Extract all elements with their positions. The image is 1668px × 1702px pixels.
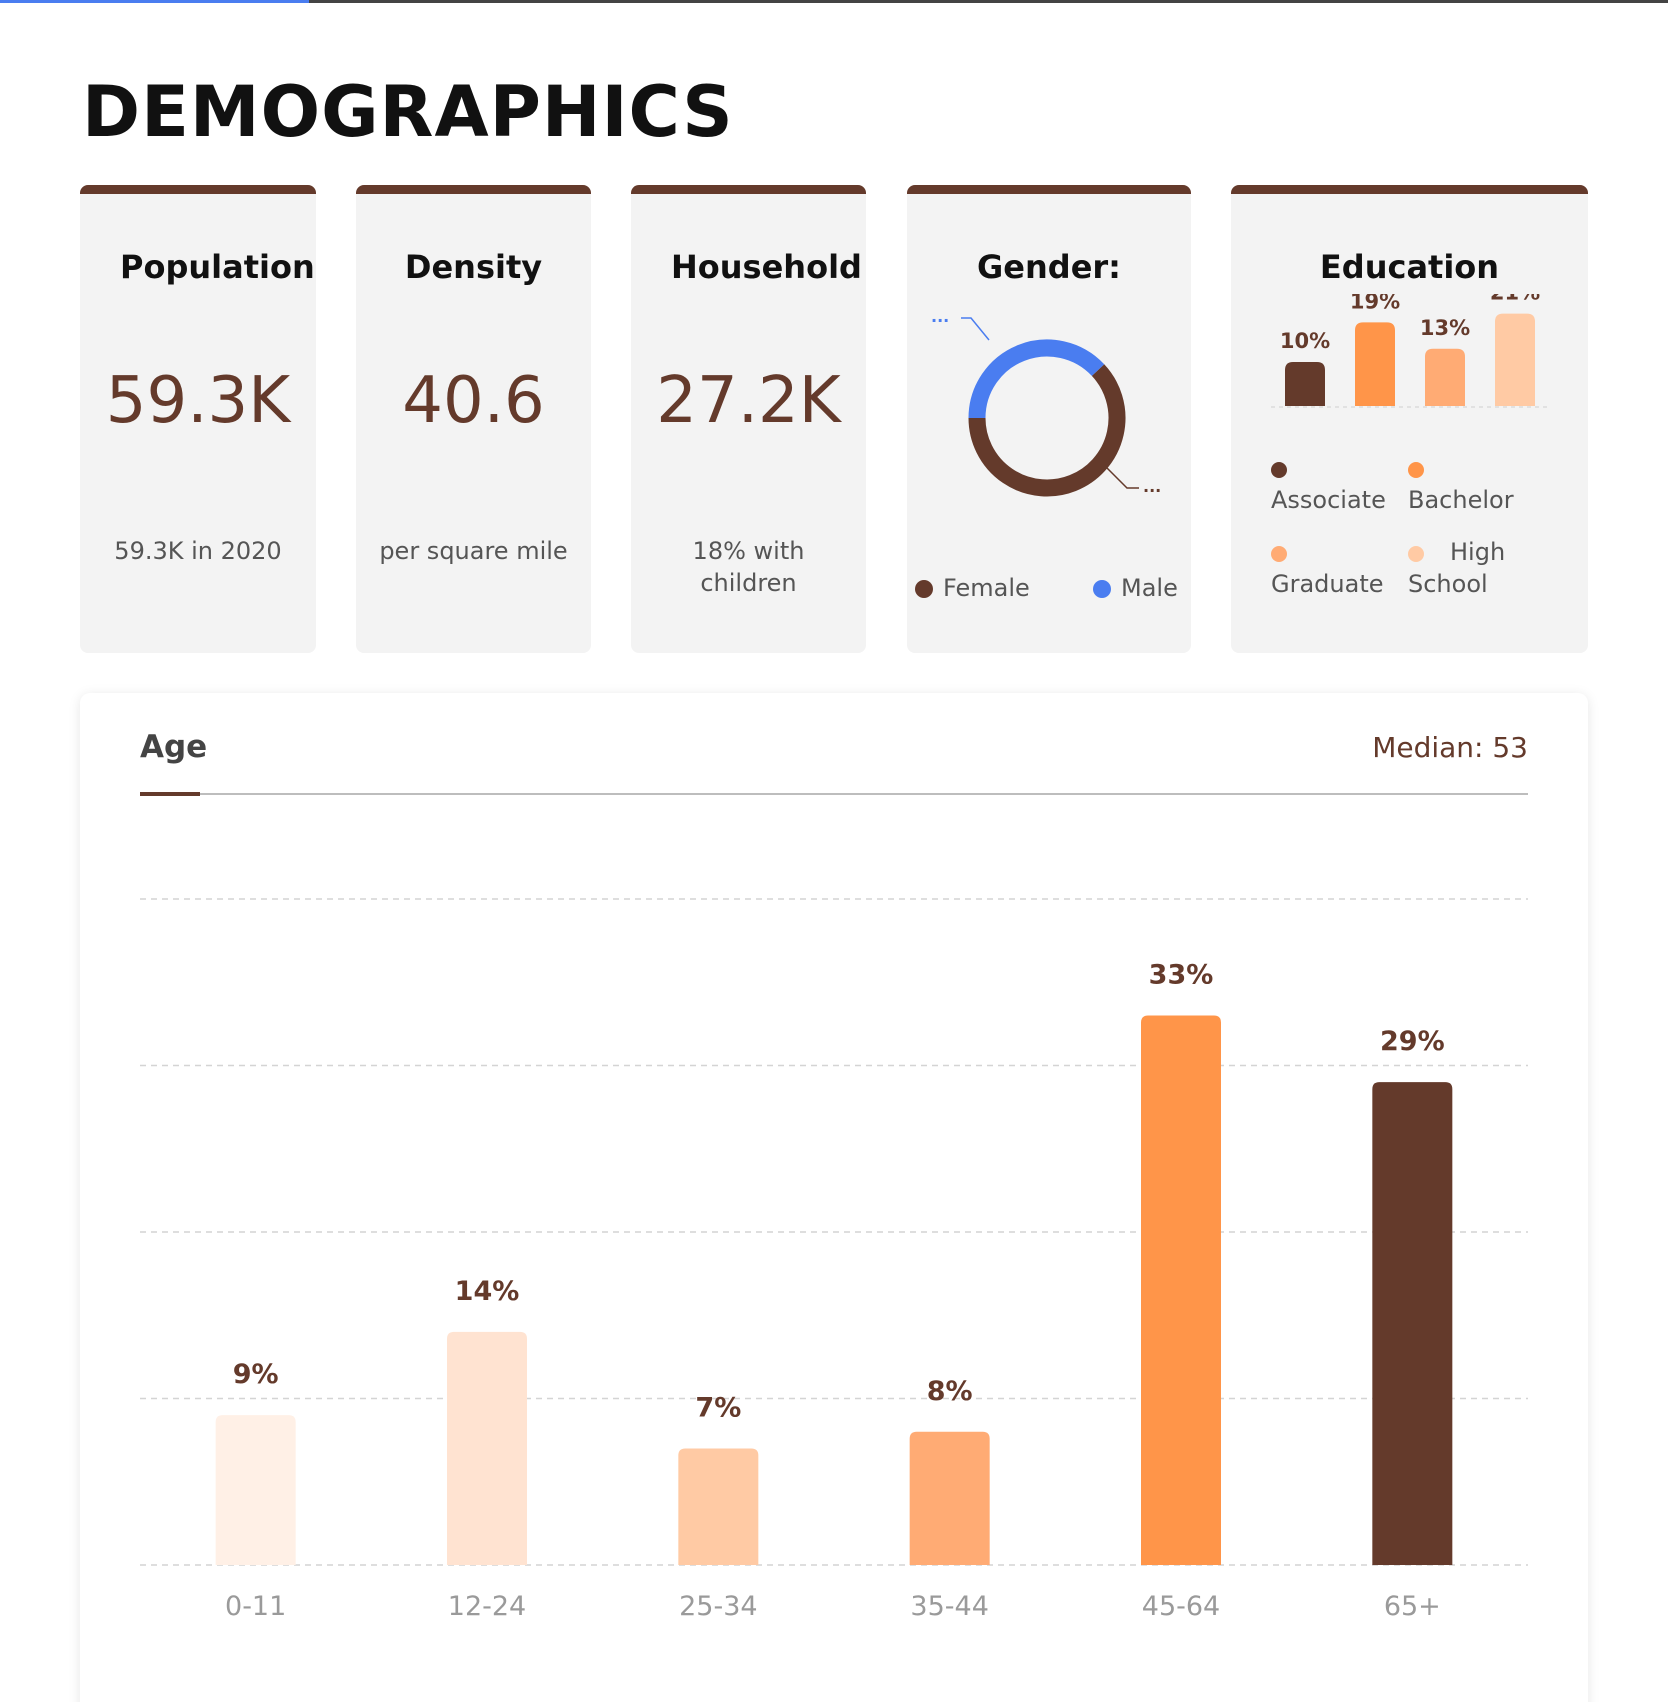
- education-bar-label: 21%: [1490, 294, 1540, 305]
- legend-associate-label: Associate: [1271, 486, 1386, 514]
- legend-associate-dot: [1271, 462, 1287, 478]
- education-bar-high-school: [1495, 313, 1535, 406]
- education-bar-associate: [1285, 362, 1325, 406]
- household-card: Household 27.2K 18% with children: [631, 185, 866, 653]
- population-subtitle: 59.3K in 2020: [114, 537, 282, 565]
- legend-graduate-dot: [1271, 546, 1287, 562]
- education-bar-bachelor: [1355, 322, 1395, 406]
- callout-line-female: [1104, 465, 1139, 489]
- legend-graduate-label: Graduate: [1271, 570, 1384, 598]
- education-bar-graduate: [1425, 348, 1465, 406]
- density-subtitle: per square mile: [379, 537, 568, 565]
- median-age: Median: 53: [1372, 731, 1528, 764]
- age-bar-value-label: 29%: [1380, 1026, 1445, 1057]
- callout-label-female: ...: [1143, 477, 1161, 496]
- education-card: Education 10% 19% 13% 21% Associate Bachelo…: [1231, 185, 1588, 653]
- education-bar-label: 13%: [1420, 316, 1470, 340]
- age-bar-0-11: [215, 1415, 296, 1565]
- legend-bachelor-dot: [1408, 462, 1424, 478]
- age-category-label: 0-11: [225, 1591, 286, 1622]
- age-bar-65+: [1372, 1082, 1453, 1565]
- donut-slice-female: [968, 364, 1126, 497]
- household-title: Household: [671, 248, 862, 286]
- age-bar-value-label: 9%: [233, 1359, 279, 1390]
- education-bar-chart: 10% 19% 13% 21%: [1271, 294, 1551, 408]
- legend-female-label: Female: [943, 574, 1030, 602]
- age-bar-25-34: [678, 1448, 759, 1565]
- legend-high-school-label: High School: [1408, 538, 1506, 598]
- tab-age-underline: [140, 792, 200, 796]
- legend-high-school-dot: [1408, 546, 1424, 562]
- education-title: Education: [1319, 248, 1500, 286]
- page-title: DEMOGRAPHICS: [82, 71, 734, 153]
- age-bar-value-label: 14%: [455, 1276, 520, 1307]
- age-category-label: 45-64: [1142, 1591, 1220, 1622]
- age-category-label: 65+: [1384, 1591, 1441, 1622]
- tab-divider: [140, 793, 1528, 795]
- donut-slice-male: [968, 339, 1105, 419]
- age-panel: Age Median: 53 9% 0-11 14% 12-24 7% 25-34 8% 35…: [80, 693, 1588, 1702]
- legend-male-dot: [1093, 580, 1111, 598]
- density-card: Density 40.6 per square mile: [356, 185, 591, 653]
- age-bar-value-label: 8%: [927, 1376, 973, 1407]
- legend-female-dot: [915, 580, 933, 598]
- age-bar-12-24: [447, 1331, 527, 1565]
- density-title: Density: [404, 248, 543, 286]
- education-bar-label: 10%: [1280, 329, 1330, 353]
- age-category-label: 12-24: [448, 1591, 526, 1622]
- legend-bachelor-label: Bachelor: [1408, 486, 1514, 514]
- callout-line-male: [961, 317, 990, 341]
- density-value: 40.6: [402, 364, 545, 438]
- callout-label-male: ...: [931, 307, 949, 326]
- age-category-label: 35-44: [910, 1591, 988, 1622]
- tab-age[interactable]: Age: [140, 729, 208, 765]
- gender-donut-chart: ......: [931, 307, 1161, 497]
- population-value: 59.3K: [105, 364, 291, 438]
- age-bar-chart: 9% 0-11 14% 12-24 7% 25-34 8% 35-44 33% 45-64 29% 6…: [140, 898, 1528, 1622]
- age-bar-value-label: 33%: [1149, 960, 1214, 991]
- population-title: Population: [120, 248, 315, 286]
- education-bar-label: 19%: [1350, 294, 1400, 313]
- page-progress-fill: [0, 0, 309, 3]
- age-category-label: 25-34: [679, 1591, 757, 1622]
- age-bar-35-44: [909, 1431, 990, 1565]
- population-card: Population 59.3K 59.3K in 2020: [80, 185, 316, 653]
- legend-male-label: Male: [1121, 574, 1178, 602]
- household-value: 27.2K: [656, 364, 841, 438]
- gender-title: Gender:: [977, 248, 1121, 286]
- gender-card: Gender: ...... Female Male: [907, 185, 1191, 653]
- age-bar-45-64: [1141, 1015, 1221, 1565]
- household-subtitle: 18% with children: [692, 537, 805, 597]
- page-progress-track: [0, 0, 1668, 3]
- age-bar-value-label: 7%: [695, 1392, 741, 1423]
